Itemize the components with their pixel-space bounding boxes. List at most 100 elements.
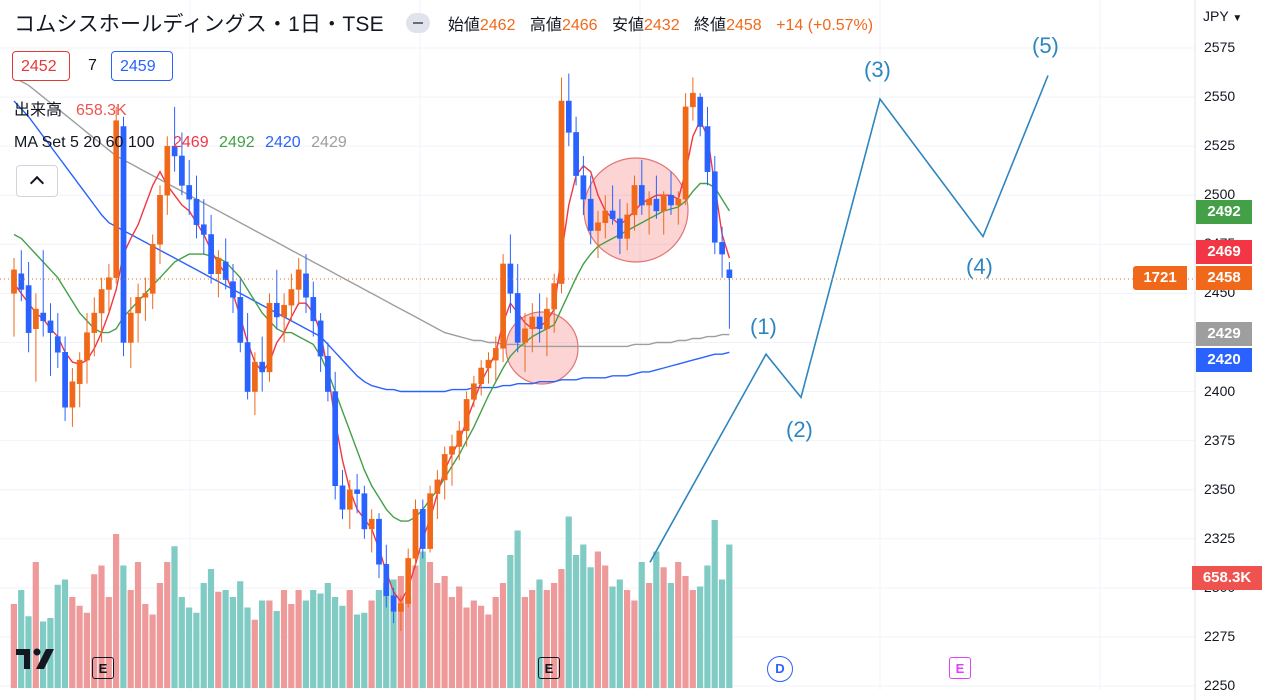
candle (157, 185, 163, 264)
candle (281, 293, 287, 343)
earnings-event-icon[interactable]: E (538, 657, 560, 679)
candle-body (76, 359, 83, 384)
volume-bar (383, 583, 390, 688)
volume-bar (682, 576, 689, 688)
volume-bar (397, 576, 404, 688)
candle-body (259, 361, 266, 373)
volume-bar (463, 607, 470, 688)
volume-bar (390, 579, 397, 688)
candle-body (368, 518, 375, 530)
volume-bar (310, 590, 317, 688)
candle-body (682, 106, 689, 200)
candle-body (317, 320, 324, 357)
candle-body (492, 348, 499, 361)
candle (259, 336, 266, 392)
price-tick-label: 2350 (1204, 480, 1236, 497)
symbol-title[interactable]: コムシスホールディングス・1日・TSE (14, 13, 384, 36)
candle-body (200, 224, 207, 235)
candle (595, 210, 601, 259)
candle (354, 473, 360, 514)
volume-bar (200, 583, 207, 688)
volume-bar (83, 612, 90, 688)
candle (558, 77, 565, 294)
candle-body (215, 257, 222, 275)
candle-body (587, 198, 594, 231)
volume-bar (638, 562, 645, 688)
volume-bar (76, 605, 83, 688)
volume-bar (32, 562, 39, 688)
candle (47, 303, 54, 376)
ma-legend[interactable]: MA Set 5 20 60 100 2469 2492 2420 2429 (14, 134, 347, 152)
candle-body (595, 222, 601, 231)
candle-body (449, 446, 455, 455)
dividend-event-icon[interactable]: D (767, 656, 793, 682)
candle (449, 434, 455, 486)
candle-body (11, 269, 17, 294)
volume-bar (54, 584, 61, 688)
volume-bar (186, 607, 193, 688)
candle (463, 391, 470, 447)
candle (522, 313, 528, 372)
candle (602, 195, 609, 239)
volume-bar (98, 565, 105, 688)
candle (690, 77, 696, 121)
candle-body (106, 277, 112, 290)
candle (441, 446, 448, 500)
candle-body (120, 126, 127, 343)
candle (252, 352, 258, 416)
elliott-wave-line (649, 75, 1049, 563)
currency-selector[interactable]: JPY ▼ (1203, 8, 1242, 24)
candle-body (244, 342, 251, 392)
candle-body (398, 603, 404, 612)
minus-icon[interactable] (405, 13, 430, 33)
candle (346, 479, 353, 529)
candle (40, 250, 47, 337)
candle (33, 293, 39, 382)
candle (317, 313, 324, 372)
currency-label: JPY (1203, 8, 1229, 24)
candle-body (354, 489, 360, 494)
candle (164, 136, 171, 215)
volume-bar (499, 583, 507, 688)
candle-body (266, 302, 273, 373)
candle (18, 250, 25, 302)
volume-bar (273, 611, 280, 688)
candle-body (361, 493, 368, 530)
candle-body (617, 218, 623, 239)
volume-bar (149, 614, 156, 688)
volume-legend[interactable]: 出来高 658.3K (14, 96, 127, 120)
candle-body (565, 100, 572, 133)
volume-bar (193, 612, 200, 688)
candle-body (485, 359, 492, 369)
candle-body (281, 304, 287, 318)
candle-body (522, 328, 528, 343)
volume-bar (426, 562, 434, 688)
volume-bar (456, 586, 463, 688)
volume-bar (10, 604, 17, 688)
collapse-legend-button[interactable] (16, 165, 58, 197)
candle (485, 352, 492, 384)
candle-body (62, 352, 68, 408)
future-earnings-event-icon[interactable]: E (949, 657, 971, 679)
earnings-event-icon[interactable]: E (92, 657, 114, 679)
volume-bar (645, 583, 653, 688)
candle-body (719, 242, 725, 255)
ma5-tag: 2469 (1196, 240, 1252, 264)
candle-body (376, 518, 382, 565)
sell-button[interactable]: 2452 (12, 51, 70, 81)
candle (427, 485, 433, 553)
candle (368, 509, 375, 553)
candle (295, 258, 302, 306)
volume-bar (667, 583, 674, 688)
ma5-value: 2469 (173, 134, 209, 151)
volume-bar (711, 520, 718, 688)
volume-bar (419, 551, 426, 688)
price-tick-label: 2500 (1204, 186, 1236, 203)
candle (288, 273, 295, 321)
candle-body (646, 198, 652, 206)
buy-button[interactable]: 2459 (111, 51, 173, 81)
candle (54, 313, 61, 368)
tradingview-logo-icon[interactable] (16, 645, 66, 671)
candle-body (675, 198, 682, 206)
